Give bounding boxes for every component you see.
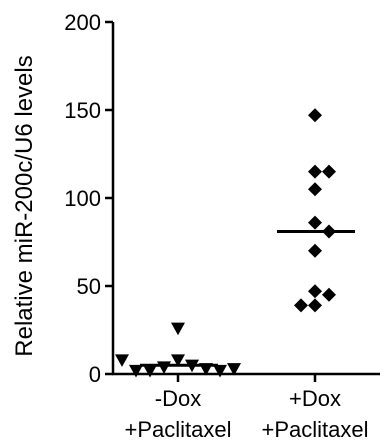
data-point [308,298,322,313]
data-point [322,164,336,179]
x-ticks: -Dox +Paclitaxel +Dox +Paclitaxel [124,374,369,442]
x-axis: -Dox +Paclitaxel +Dox +Paclitaxel [112,372,380,442]
data-point [143,364,157,378]
y-ticks: 0 50 100 150 200 [64,10,113,387]
y-tick-label: 200 [64,10,101,35]
x-category-label: +Dox [289,386,341,411]
data-point [308,164,322,179]
data-point [308,182,322,197]
data-point [129,364,143,378]
series-layer [115,108,355,378]
data-point [308,284,322,299]
y-tick-label: 100 [64,186,101,211]
data-point [171,354,185,367]
data-point [308,243,322,258]
y-axis-title: Relative miR-200c/U6 levels [11,55,38,356]
y-tick-label: 50 [77,274,101,299]
y-tick-label: 0 [89,362,101,387]
data-point [157,361,171,374]
x-category-label: -Dox [155,386,201,411]
data-point [308,108,322,123]
data-point [227,363,241,376]
data-point [294,298,308,313]
x-category-label: +Paclitaxel [124,417,231,442]
data-point [322,287,336,302]
data-point [115,354,129,367]
y-axis: 0 50 100 150 200 [64,10,115,387]
x-category-label: +Paclitaxel [261,417,368,442]
y-tick-label: 150 [64,98,101,123]
data-point [171,322,185,336]
data-point [213,364,227,378]
data-point [308,215,322,230]
